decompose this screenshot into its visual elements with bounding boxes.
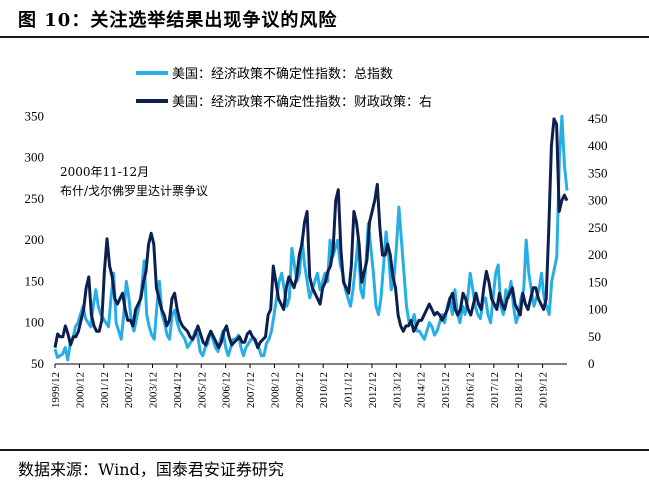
y-left-tick-label: 50: [31, 356, 44, 371]
y-left-tick-label: 100: [25, 315, 45, 330]
x-tick-label: 2010/12: [318, 372, 330, 408]
x-tick-label: 2002/12: [123, 372, 135, 408]
x-tick-label: 2008/12: [269, 372, 281, 408]
source-note: 数据来源：Wind，国泰君安证券研究: [18, 460, 284, 479]
y-left-tick-label: 200: [25, 232, 45, 247]
y-right-tick-label: 150: [588, 274, 608, 289]
page-title: 图 10：关注选举结果出现争议的风险: [18, 10, 338, 31]
x-tick-label: 2007/12: [245, 372, 257, 408]
x-tick-label: 2011/12: [343, 372, 355, 408]
y-left-tick-label: 150: [25, 273, 45, 288]
y-right-tick-label: 400: [588, 138, 608, 153]
annotation-text: 布什/戈尔佛罗里达计票争议: [60, 183, 208, 198]
x-tick-label: 2015/12: [440, 372, 452, 408]
y-left-tick-label: 250: [25, 191, 45, 206]
x-tick-label: 2009/12: [294, 372, 306, 408]
legend-label-fiscal: 美国：经济政策不确定性指数：财政政策：右: [172, 94, 432, 110]
chart-series: [53, 114, 569, 362]
y-right-tick-label: 350: [588, 165, 608, 180]
x-tick-label: 2006/12: [221, 372, 233, 408]
x-tick-label: 2004/12: [172, 372, 184, 408]
x-tick-label: 2016/12: [464, 372, 476, 408]
x-tick-label: 2014/12: [416, 372, 428, 408]
chart-axes: 50 100 150 200 250 300 350 0 50 100 150 200 250 300 35…: [25, 108, 608, 408]
y-right-tick-label: 0: [588, 356, 595, 371]
title-divider: [0, 36, 649, 38]
y-right-tick-label: 250: [588, 220, 608, 235]
x-tick-label: 2017/12: [489, 372, 501, 408]
y-left-tick-label: 300: [25, 150, 45, 165]
chart-legend: 美国：经济政策不确定性指数：总指数 美国：经济政策不确定性指数：财政政策：右: [136, 66, 432, 110]
y-right-tick-label: 450: [588, 111, 608, 126]
y-right-tick-label: 300: [588, 193, 608, 208]
x-tick-label: 2019/12: [538, 372, 550, 408]
x-tick-label: 2003/12: [148, 372, 160, 408]
chart-annotation: 2000年11-12月 布什/戈尔佛罗里达计票争议: [60, 165, 208, 198]
series-line-fiscal-policy: [53, 117, 569, 350]
x-tick-label: 2013/12: [391, 372, 403, 408]
x-tick-label: 2001/12: [99, 372, 111, 408]
y-left-tick-label: 350: [25, 108, 45, 123]
x-tick-label: 1999/12: [50, 372, 62, 408]
legend-label-total: 美国：经济政策不确定性指数：总指数: [172, 66, 393, 82]
footer-divider: [0, 449, 649, 451]
annotation-date: 2000年11-12月: [60, 165, 149, 179]
y-right-tick-label: 50: [588, 329, 601, 344]
x-tick-label: 2018/12: [513, 372, 525, 408]
y-right-tick-label: 100: [588, 302, 608, 317]
y-right-tick-label: 200: [588, 247, 608, 262]
x-tick-label: 2012/12: [367, 372, 379, 408]
x-tick-label: 2000/12: [74, 372, 86, 408]
x-tick-label: 2005/12: [196, 372, 208, 408]
